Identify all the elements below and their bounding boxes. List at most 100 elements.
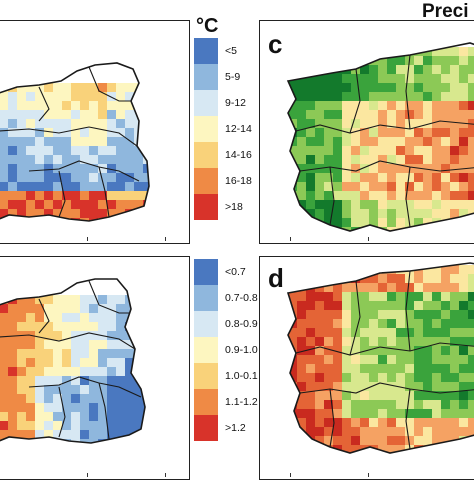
precip-cell-d-cell bbox=[297, 292, 307, 302]
precip-cell-c-cell bbox=[333, 173, 343, 183]
ratio-legend-swatch-5 bbox=[194, 389, 218, 415]
temperature-cell-a-cell bbox=[143, 128, 149, 138]
precip-cell-d-cell bbox=[414, 319, 424, 329]
precip-cell-d-cell bbox=[459, 382, 469, 392]
temperature-cell-a-cell bbox=[35, 218, 45, 221]
temperature-cell-a-cell bbox=[35, 92, 45, 102]
ratio-cell-b-cell bbox=[80, 295, 90, 305]
precip-cell-c-cell bbox=[369, 65, 379, 75]
precip-cell-d-cell bbox=[459, 418, 469, 428]
ratio-cell-b-cell bbox=[26, 439, 36, 443]
precip-cell-c-cell bbox=[450, 227, 460, 231]
temperature-cell-a-cell bbox=[0, 164, 9, 174]
ratio-cell-b-cell bbox=[26, 358, 36, 368]
precip-cell-c-cell bbox=[468, 92, 474, 102]
ratio-cell-b-cell bbox=[53, 322, 63, 332]
temperature-cell-a-cell bbox=[0, 173, 9, 183]
ratio-cell-b-cell bbox=[0, 394, 9, 404]
temperature-cell-a-cell bbox=[26, 164, 36, 174]
precip-cell-c-cell bbox=[450, 119, 460, 129]
precip-cell-d-cell bbox=[342, 292, 352, 302]
precip-cell-d-cell bbox=[441, 283, 451, 293]
precip-cell-d-cell bbox=[315, 436, 325, 446]
precip-cell-d-cell bbox=[414, 436, 424, 446]
region-borders-b bbox=[0, 280, 142, 440]
precip-cell-d-cell bbox=[396, 310, 406, 320]
precip-cell-c-cell bbox=[333, 146, 343, 156]
precip-cell-d-cell bbox=[342, 283, 352, 293]
ratio-cell-b-cell bbox=[89, 304, 99, 314]
temperature-cell-a-cell bbox=[44, 128, 54, 138]
ratio-cell-b-cell bbox=[143, 421, 145, 431]
temperature-cell-a-cell bbox=[26, 110, 36, 120]
temperature-cell-a-cell bbox=[98, 83, 108, 93]
precip-cell-d-cell bbox=[405, 337, 415, 347]
ratio-cell-b-cell bbox=[116, 358, 126, 368]
ratio-cell-b-cell bbox=[143, 313, 145, 323]
precip-cell-d-cell bbox=[396, 355, 406, 365]
precip-cell-d-cell bbox=[414, 391, 424, 401]
ratio-cell-b-cell bbox=[8, 340, 18, 350]
precip-cell-c-cell bbox=[297, 83, 307, 93]
temperature-cell-a-cell bbox=[80, 137, 90, 147]
precip-cell-d-cell bbox=[423, 382, 433, 392]
precip-cell-c-cell bbox=[378, 191, 388, 201]
precip-cell-d-cell bbox=[450, 409, 460, 419]
ratio-cell-b-cell bbox=[116, 349, 126, 359]
ratio-cell-b-cell bbox=[62, 376, 72, 386]
precip-cell-c-cell bbox=[360, 128, 370, 138]
ratio-cell-b-cell bbox=[53, 412, 63, 422]
temperature-cell-a-cell bbox=[35, 146, 45, 156]
precip-cell-d-cell bbox=[387, 445, 397, 453]
precip-cell-c-cell bbox=[432, 74, 442, 84]
precip-cell-c-cell bbox=[288, 83, 298, 93]
temperature-cell-a-cell bbox=[71, 83, 81, 93]
ratio-cell-b-cell bbox=[125, 340, 135, 350]
precip-cell-c-cell bbox=[405, 74, 415, 84]
precip-cell-d-cell bbox=[342, 382, 352, 392]
precip-cell-d-cell bbox=[360, 319, 370, 329]
temperature-cell-a-cell bbox=[8, 137, 18, 147]
ratio-cell-b-cell bbox=[89, 358, 99, 368]
temperature-legend: <5 5-9 9-12 12-14 14-16 16-18 >18 bbox=[194, 38, 252, 220]
precip-cell-d-cell bbox=[342, 319, 352, 329]
precip-cell-d-cell bbox=[441, 274, 451, 284]
ratio-cell-b-cell bbox=[53, 331, 63, 341]
ratio-cell-b-cell bbox=[125, 358, 135, 368]
precip-cell-d-cell bbox=[396, 346, 406, 356]
precip-cell-c-cell bbox=[360, 146, 370, 156]
ratio-cell-b-cell bbox=[98, 412, 108, 422]
ratio-cell-b-cell bbox=[53, 421, 63, 431]
precip-cell-c-cell bbox=[306, 164, 316, 174]
precip-cell-c-cell bbox=[324, 155, 334, 165]
temperature-cell-a-cell bbox=[62, 119, 72, 129]
precip-cell-d-cell bbox=[360, 310, 370, 320]
precip-cell-c-cell bbox=[342, 173, 352, 183]
ratio-cell-b-cell bbox=[26, 304, 36, 314]
precip-cell-d-cell bbox=[297, 436, 307, 446]
temperature-cell-a-cell bbox=[80, 182, 90, 192]
precip-cell-c-cell bbox=[306, 227, 316, 231]
precip-cell-c-cell bbox=[333, 137, 343, 147]
temperature-cell-a-cell bbox=[143, 209, 149, 219]
precip-cell-c-cell bbox=[315, 119, 325, 129]
precip-cell-d-cell bbox=[396, 283, 406, 293]
precip-cell-d-cell bbox=[324, 310, 334, 320]
panel-letter-d: d bbox=[268, 263, 284, 293]
precip-cell-d-cell bbox=[414, 310, 424, 320]
precip-cell-c-cell bbox=[306, 101, 316, 111]
precip-cell-c-cell bbox=[369, 164, 379, 174]
precip-cell-c-cell bbox=[306, 74, 316, 84]
precip-cell-d-cell bbox=[432, 292, 442, 302]
precip-cell-c-cell bbox=[378, 146, 388, 156]
precip-cell-c-cell bbox=[360, 47, 370, 57]
ratio-cell-b-cell bbox=[134, 295, 144, 305]
precip-cell-d-cell bbox=[306, 346, 316, 356]
precip-cell-c-cell bbox=[369, 110, 379, 120]
ratio-cell-b-cell bbox=[53, 340, 63, 350]
temperature-cell-a-cell bbox=[125, 173, 135, 183]
ratio-cell-b-cell bbox=[89, 331, 99, 341]
precip-cell-d-cell bbox=[387, 373, 397, 383]
precip-cell-c-cell bbox=[414, 209, 424, 219]
precip-cell-c-cell bbox=[441, 92, 451, 102]
